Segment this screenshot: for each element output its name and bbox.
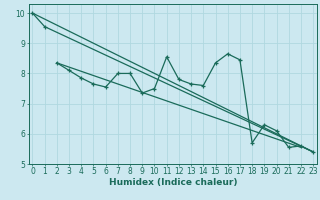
X-axis label: Humidex (Indice chaleur): Humidex (Indice chaleur) xyxy=(108,178,237,187)
